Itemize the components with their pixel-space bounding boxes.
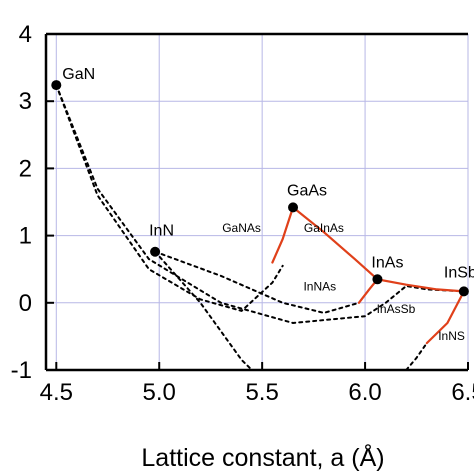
data-point-inn xyxy=(150,246,161,257)
alloy-curve-dashed xyxy=(154,250,253,371)
alloy-curve-dashed xyxy=(55,84,284,312)
alloy-curve-solid xyxy=(271,206,295,264)
alloy-curve-solid xyxy=(291,206,379,281)
y-tick-label: 0 xyxy=(19,290,32,317)
alloy-label: GaNAs xyxy=(222,221,261,235)
y-tick-label: -1 xyxy=(11,357,32,384)
alloy-label: GaInAs xyxy=(304,221,344,235)
y-tick-label: 4 xyxy=(19,21,32,48)
point-label-inn: InN xyxy=(149,223,174,240)
alloy-curve-dashed xyxy=(55,84,465,324)
point-labels: GaN InN GaAs InAs InSb xyxy=(62,66,474,281)
grid xyxy=(46,33,469,371)
data-point-inas xyxy=(372,274,383,285)
y-tick-labels: -1 0 1 2 3 4 xyxy=(11,21,32,384)
y-tick-label: 1 xyxy=(19,223,32,250)
alloy-curve-dashed xyxy=(154,250,360,314)
point-label-insb: InSb xyxy=(444,264,474,281)
alloy-label: InNAs xyxy=(303,280,336,294)
curves xyxy=(55,84,465,371)
alloy-labels: GaNAs GaInAs InNAs InAsSb InNS xyxy=(222,221,465,343)
y-tick-label: 2 xyxy=(19,155,32,182)
alloy-curve-dashed xyxy=(405,342,428,371)
plot-frame xyxy=(44,32,469,372)
x-tick-label: 6.5 xyxy=(451,379,474,406)
x-tick-label: 6.0 xyxy=(348,379,381,406)
point-label-gan: GaN xyxy=(62,66,95,83)
point-label-inas: InAs xyxy=(371,254,403,271)
point-label-gaas: GaAs xyxy=(287,182,327,199)
alloy-curve-solid xyxy=(376,278,465,293)
x-tick-labels: 4.5 5.0 5.5 6.0 6.5 xyxy=(40,379,474,406)
alloy-label: InNS xyxy=(438,329,465,343)
points xyxy=(51,80,469,297)
x-axis-label: Lattice constant, a (Å) xyxy=(141,442,384,472)
data-point-gaas xyxy=(288,202,299,213)
data-point-insb xyxy=(458,286,469,297)
y-tick-label: 3 xyxy=(19,88,32,115)
x-tick-label: 5.0 xyxy=(143,379,176,406)
alloy-label: InAsSb xyxy=(377,302,416,316)
data-point-gan xyxy=(51,80,62,91)
x-tick-label: 5.5 xyxy=(245,379,278,406)
alloy-curve-solid xyxy=(425,290,465,345)
x-tick-label: 4.5 xyxy=(40,379,73,406)
